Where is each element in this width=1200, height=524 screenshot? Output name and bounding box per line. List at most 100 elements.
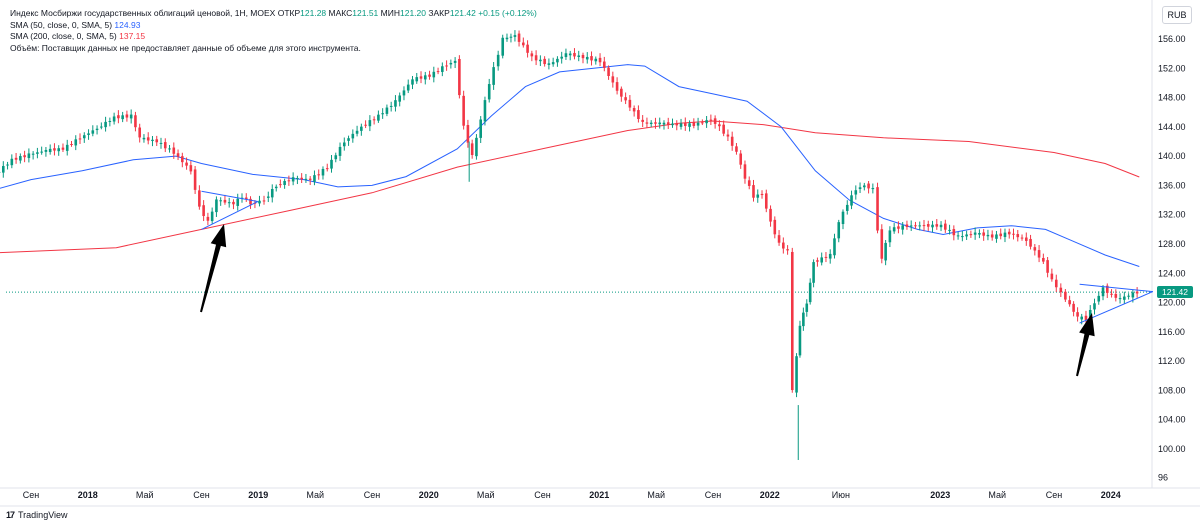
candle-body [125, 114, 129, 118]
candle-body [334, 155, 338, 160]
candle-body [607, 67, 610, 76]
y-tick-label: 144.00 [1158, 122, 1186, 132]
candle-body [232, 201, 235, 205]
candle-body [505, 37, 509, 40]
candle-body [752, 185, 755, 198]
candle-body [360, 126, 363, 131]
candle-body [743, 164, 747, 179]
candle-body [283, 180, 286, 185]
candle-body [944, 223, 947, 230]
candle-body [820, 257, 823, 263]
candle-body [581, 54, 585, 59]
y-tick-label: 104.00 [1158, 415, 1186, 425]
candle-body [513, 35, 517, 37]
legend-close-value: 121.42 [449, 8, 476, 18]
candle-body [986, 234, 990, 237]
legend-sma200-value: 137.15 [119, 31, 146, 41]
candle-body [961, 236, 964, 238]
candle-body [918, 225, 922, 227]
candle-body [74, 139, 78, 146]
candle-body [236, 198, 240, 206]
candle-body [44, 150, 48, 152]
candle-body [773, 219, 777, 235]
candle-body [300, 177, 303, 180]
candle-body [377, 114, 380, 121]
candle-body [1084, 315, 1088, 320]
candle-body [1076, 312, 1079, 317]
candle-body [858, 187, 862, 190]
y-tick-label: 128.00 [1158, 239, 1186, 249]
candle-body [402, 90, 406, 96]
candle-body [914, 225, 917, 227]
candle-body [1024, 237, 1028, 241]
candle-body [453, 60, 457, 63]
candle-body [517, 33, 521, 42]
x-tick-label: Май [988, 490, 1006, 500]
candle-body [1097, 295, 1101, 302]
candle-body [547, 63, 551, 65]
candle-body [270, 189, 274, 198]
candle-body [501, 37, 505, 56]
candle-body [688, 123, 691, 127]
candle-body [134, 115, 137, 128]
candle-body [560, 56, 563, 59]
candle-body [935, 224, 939, 227]
candle-body [57, 148, 61, 152]
candle-body [1123, 296, 1126, 300]
tradingview-brand[interactable]: 17 TradingView [6, 510, 68, 520]
candle-body [428, 74, 431, 77]
candle-body [432, 71, 436, 78]
currency-button[interactable]: RUB [1162, 6, 1192, 24]
candle-body [210, 211, 214, 222]
candle-body [790, 251, 794, 391]
candle-body [1007, 231, 1011, 235]
candle-body [969, 234, 973, 236]
sma200-line [0, 120, 1140, 254]
candle-body [449, 62, 453, 65]
x-tick-label: Сен [193, 490, 210, 500]
candle-body [871, 187, 875, 190]
candle-body [163, 142, 167, 149]
candle-body [398, 95, 402, 102]
candle-body [880, 229, 884, 259]
x-tick-label: Июн [832, 490, 850, 500]
candle-body [808, 282, 812, 303]
candle-body [1046, 260, 1049, 273]
candle-body [662, 122, 666, 125]
candle-body [475, 137, 478, 157]
candle-body [876, 187, 879, 231]
candle-body [287, 180, 291, 182]
candle-body [1020, 237, 1024, 239]
candle-body [338, 146, 342, 156]
candle-body [828, 253, 832, 259]
candle-body [1110, 293, 1113, 295]
candle-body [496, 54, 500, 67]
y-tick-label: 148.00 [1158, 93, 1186, 103]
x-tick-label: Май [647, 490, 665, 500]
y-tick-label: 112.00 [1158, 356, 1185, 366]
candle-body [556, 58, 559, 63]
legend-sma200-row[interactable]: SMA (200, close, 0, SMA, 5) 137.15 [10, 31, 537, 43]
candle-body [146, 137, 150, 141]
candle-body [802, 312, 805, 327]
candle-body [692, 122, 696, 126]
candle-body [1, 166, 5, 173]
candle-body [590, 56, 593, 61]
candle-body [909, 225, 913, 227]
legend-sma50-row[interactable]: SMA (50, close, 0, SMA, 5) 124.93 [10, 20, 537, 32]
candle-body [658, 122, 662, 125]
candle-body [36, 152, 39, 154]
candle-body [1012, 233, 1015, 235]
candle-body [718, 124, 721, 127]
candle-body [31, 153, 35, 155]
candle-body [854, 190, 858, 195]
candle-body [990, 234, 994, 238]
candle-body [138, 127, 141, 138]
candle-body [291, 177, 295, 182]
candle-body [884, 242, 887, 261]
candle-body [824, 256, 828, 258]
candle-body [701, 122, 704, 124]
candle-body [1016, 234, 1020, 238]
candle-body [641, 119, 644, 122]
